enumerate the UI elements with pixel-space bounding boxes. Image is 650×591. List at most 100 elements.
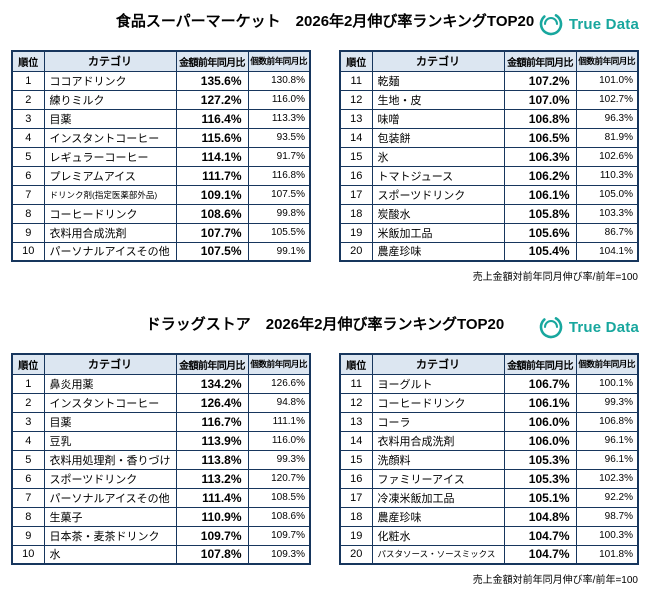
amount-cell: 104.7% (503, 525, 577, 546)
column-header-category: カテゴリ (43, 50, 177, 72)
count-cell: 99.3% (575, 392, 639, 413)
category-cell: 氷 (371, 146, 505, 167)
count-cell: 96.1% (575, 449, 639, 470)
count-cell: 102.6% (575, 146, 639, 167)
amount-cell: 109.1% (175, 184, 249, 205)
count-cell: 102.7% (575, 89, 639, 110)
table-row: 5 レギュラーコーヒー 114.1% 91.7% (11, 146, 311, 167)
category-cell: 生菓子 (43, 506, 177, 527)
table-row: 6 スポーツドリンク 113.2% 120.7% (11, 468, 311, 489)
table-row: 13 コーラ 106.0% 106.8% (339, 411, 639, 432)
amount-cell: 107.5% (175, 241, 249, 262)
rank-cell: 7 (11, 184, 45, 205)
rank-cell: 12 (339, 392, 373, 413)
section-title: ドラッグストア 2026年2月伸び率ランキングTOP20 (145, 316, 505, 333)
count-cell: 130.8% (247, 70, 311, 91)
ranking-table-11-20: 順位 カテゴリ 金額前年同月比 個数前年同月比 11 乾麺 107.2% 101.0% 12 生地… (339, 50, 639, 262)
table-row: 10 パーソナルアイスその他 107.5% 99.1% (11, 241, 311, 262)
table-row: 16 トマトジュース 106.2% 110.3% (339, 165, 639, 186)
category-cell: 農産珍味 (371, 241, 505, 262)
rank-cell: 2 (11, 392, 45, 413)
rank-cell: 8 (11, 203, 45, 224)
count-cell: 96.1% (575, 430, 639, 451)
rank-cell: 9 (11, 525, 45, 546)
category-cell: ココアドリンク (43, 70, 177, 91)
table-row: 9 日本茶・麦茶ドリンク 109.7% 109.7% (11, 525, 311, 546)
count-cell: 109.7% (247, 525, 311, 546)
header-row: 順位 カテゴリ 金額前年同月比 個数前年同月比 (339, 50, 639, 72)
category-cell: パスタソース・ソースミックス (371, 544, 505, 565)
category-cell: ファミリーアイス (371, 468, 505, 489)
table-row: 4 インスタントコーヒー 115.6% 93.5% (11, 127, 311, 148)
section-header: 食品スーパーマーケット 2026年2月伸び率ランキングTOP20 True Da… (11, 6, 639, 50)
count-cell: 103.3% (575, 203, 639, 224)
amount-cell: 116.7% (175, 411, 249, 432)
amount-cell: 111.4% (175, 487, 249, 508)
table-row: 12 生地・皮 107.0% 102.7% (339, 89, 639, 110)
rank-cell: 20 (339, 241, 373, 262)
category-cell: トマトジュース (371, 165, 505, 186)
table-row: 14 衣料用合成洗剤 106.0% 96.1% (339, 430, 639, 451)
category-cell: 化粧水 (371, 525, 505, 546)
rank-cell: 13 (339, 411, 373, 432)
ranking-table-1-10: 順位 カテゴリ 金額前年同月比 個数前年同月比 1 鼻炎用薬 134.2% 126.6% 2 イン… (11, 353, 311, 565)
table-row: 2 インスタントコーヒー 126.4% 94.8% (11, 392, 311, 413)
count-cell: 99.3% (247, 449, 311, 470)
table-row: 15 氷 106.3% 102.6% (339, 146, 639, 167)
table-row: 7 ドリンク剤(指定医薬部外品) 109.1% 107.5% (11, 184, 311, 205)
count-cell: 94.8% (247, 392, 311, 413)
count-cell: 98.7% (575, 506, 639, 527)
amount-cell: 105.1% (503, 487, 577, 508)
rank-cell: 3 (11, 108, 45, 129)
truedata-logo: True Data (538, 314, 639, 340)
amount-cell: 107.2% (503, 70, 577, 91)
ranking-tables: 順位 カテゴリ 金額前年同月比 個数前年同月比 1 鼻炎用薬 134.2% 126.6% 2 イン… (11, 353, 639, 565)
truedata-ring-icon (538, 314, 564, 340)
rank-cell: 5 (11, 449, 45, 470)
category-cell: ドリンク剤(指定医薬部外品) (43, 184, 177, 205)
table-row: 17 スポーツドリンク 106.1% 105.0% (339, 184, 639, 205)
category-cell: 乾麺 (371, 70, 505, 91)
category-cell: 衣料用合成洗剤 (43, 222, 177, 243)
header-row: 順位 カテゴリ 金額前年同月比 個数前年同月比 (11, 50, 311, 72)
count-cell: 92.2% (575, 487, 639, 508)
category-cell: 衣料用合成洗剤 (371, 430, 505, 451)
amount-cell: 115.6% (175, 127, 249, 148)
table-row: 9 衣料用合成洗剤 107.7% 105.5% (11, 222, 311, 243)
amount-cell: 113.9% (175, 430, 249, 451)
count-cell: 110.3% (575, 165, 639, 186)
category-cell: インスタントコーヒー (43, 127, 177, 148)
column-header-count: 個数前年同月比 (575, 50, 639, 72)
column-header-rank: 順位 (339, 353, 373, 375)
count-cell: 116.8% (247, 165, 311, 186)
table-row: 2 練りミルク 127.2% 116.0% (11, 89, 311, 110)
amount-cell: 126.4% (175, 392, 249, 413)
category-cell: 炭酸水 (371, 203, 505, 224)
rank-cell: 13 (339, 108, 373, 129)
category-cell: パーソナルアイスその他 (43, 241, 177, 262)
table-row: 7 パーソナルアイスその他 111.4% 108.5% (11, 487, 311, 508)
count-cell: 105.0% (575, 184, 639, 205)
column-header-amount: 金額前年同月比 (503, 50, 577, 72)
supermarket-ranking-section: 食品スーパーマーケット 2026年2月伸び率ランキングTOP20 True Da… (11, 6, 639, 283)
column-header-amount: 金額前年同月比 (175, 50, 249, 72)
category-cell: 米飯加工品 (371, 222, 505, 243)
count-cell: 81.9% (575, 127, 639, 148)
amount-cell: 111.7% (175, 165, 249, 186)
table-row: 1 ココアドリンク 135.6% 130.8% (11, 70, 311, 91)
table-row: 14 包装餅 106.5% 81.9% (339, 127, 639, 148)
amount-cell: 107.8% (175, 544, 249, 565)
column-header-category: カテゴリ (371, 50, 505, 72)
table-row: 1 鼻炎用薬 134.2% 126.6% (11, 373, 311, 394)
ranking-tables: 順位 カテゴリ 金額前年同月比 個数前年同月比 1 ココアドリンク 135.6% 130.8%… (11, 50, 639, 262)
rank-cell: 3 (11, 411, 45, 432)
count-cell: 108.6% (247, 506, 311, 527)
count-cell: 126.6% (247, 373, 311, 394)
table-row: 4 豆乳 113.9% 116.0% (11, 430, 311, 451)
column-header-count: 個数前年同月比 (575, 353, 639, 375)
column-header-rank: 順位 (339, 50, 373, 72)
truedata-ring-icon (538, 11, 564, 37)
amount-cell: 108.6% (175, 203, 249, 224)
amount-cell: 106.5% (503, 127, 577, 148)
column-header-count: 個数前年同月比 (247, 50, 311, 72)
